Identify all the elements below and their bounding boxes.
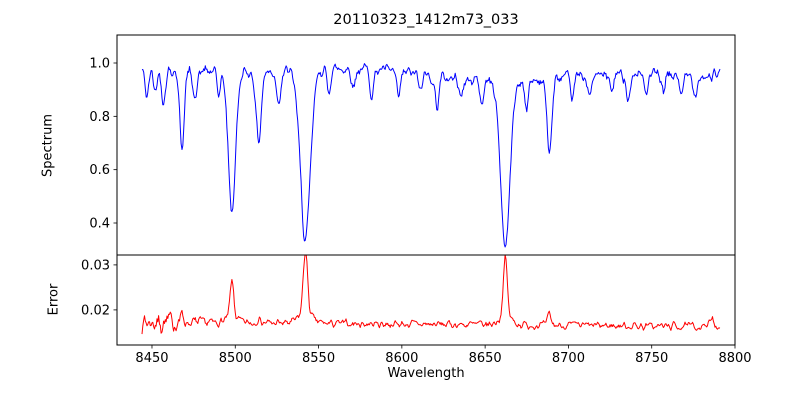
x-tick-label: 8550 (302, 351, 335, 366)
y-tick-label: 0.6 (89, 163, 110, 178)
error-axes-frame (116, 254, 736, 346)
x-tick-label: 8750 (635, 351, 668, 366)
x-tick-label: 8450 (135, 351, 168, 366)
chart-title: 20110323_1412m73_033 (333, 12, 519, 28)
x-axis-label: Wavelength (387, 366, 465, 381)
y-tick-label: 1.0 (89, 57, 110, 72)
x-tick-label: 8700 (552, 351, 585, 366)
y-tick-label: 0.02 (81, 303, 110, 318)
y-tick-label: 0.8 (89, 110, 110, 125)
x-tick-label: 8800 (718, 351, 751, 366)
x-tick-label: 8650 (469, 351, 502, 366)
y-tick-label: 0.4 (89, 217, 110, 232)
error-line (141, 255, 721, 335)
spectrum-line (141, 63, 721, 248)
x-tick-label: 8500 (219, 351, 252, 366)
spectrum-axes-frame (116, 34, 736, 256)
y-tick-label: 0.03 (81, 258, 110, 273)
x-tick-label: 8600 (385, 351, 418, 366)
